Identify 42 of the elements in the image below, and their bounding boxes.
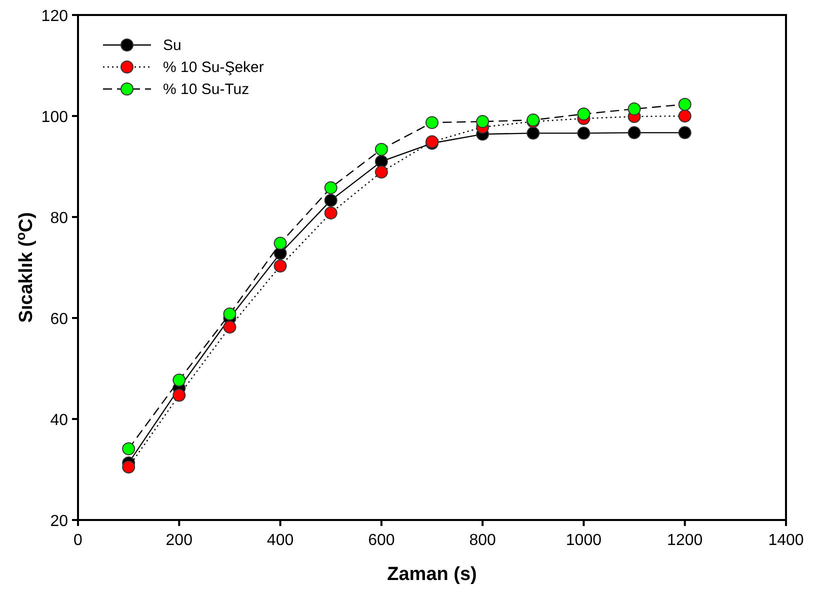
point xyxy=(476,115,490,128)
point xyxy=(122,460,136,474)
y-tick-label: 60 xyxy=(50,311,68,328)
point xyxy=(223,320,236,334)
point xyxy=(274,236,287,250)
point xyxy=(374,166,388,179)
point xyxy=(426,116,438,130)
y-tick-label: 40 xyxy=(50,412,68,429)
point xyxy=(324,181,338,194)
point xyxy=(324,194,338,207)
x-tick-label: 800 xyxy=(469,532,496,549)
point xyxy=(374,154,388,168)
x-tick-label: 600 xyxy=(368,532,395,549)
point xyxy=(122,442,136,456)
point xyxy=(577,107,590,120)
point xyxy=(628,126,641,140)
point xyxy=(274,259,287,272)
point xyxy=(577,126,590,140)
point xyxy=(628,102,641,116)
point xyxy=(678,110,692,122)
y-tick-label: 120 xyxy=(41,8,68,25)
y-tick-label: 100 xyxy=(41,109,68,126)
x-tick-label: 0 xyxy=(74,532,83,549)
x-axis-title: Zaman (s) xyxy=(387,564,477,585)
point xyxy=(223,307,236,320)
point xyxy=(374,142,388,156)
x-tick-label: 1000 xyxy=(566,532,602,549)
legend-label: % 10 Su-Tuz xyxy=(163,81,250,98)
x-tick-label: 200 xyxy=(166,532,193,549)
legend-label: % 10 Su-Şeker xyxy=(163,59,264,76)
y-tick-label: 80 xyxy=(50,210,68,227)
point xyxy=(526,126,540,140)
legend-label: Su xyxy=(163,37,182,54)
point xyxy=(678,98,692,111)
point xyxy=(678,126,692,140)
point xyxy=(172,388,186,402)
x-tick-label: 1400 xyxy=(768,532,804,549)
x-tick-label: 400 xyxy=(266,532,294,549)
point xyxy=(324,206,338,220)
y-tick-label: 20 xyxy=(50,513,68,530)
x-tick-label: 1200 xyxy=(667,532,703,549)
point xyxy=(172,374,186,387)
